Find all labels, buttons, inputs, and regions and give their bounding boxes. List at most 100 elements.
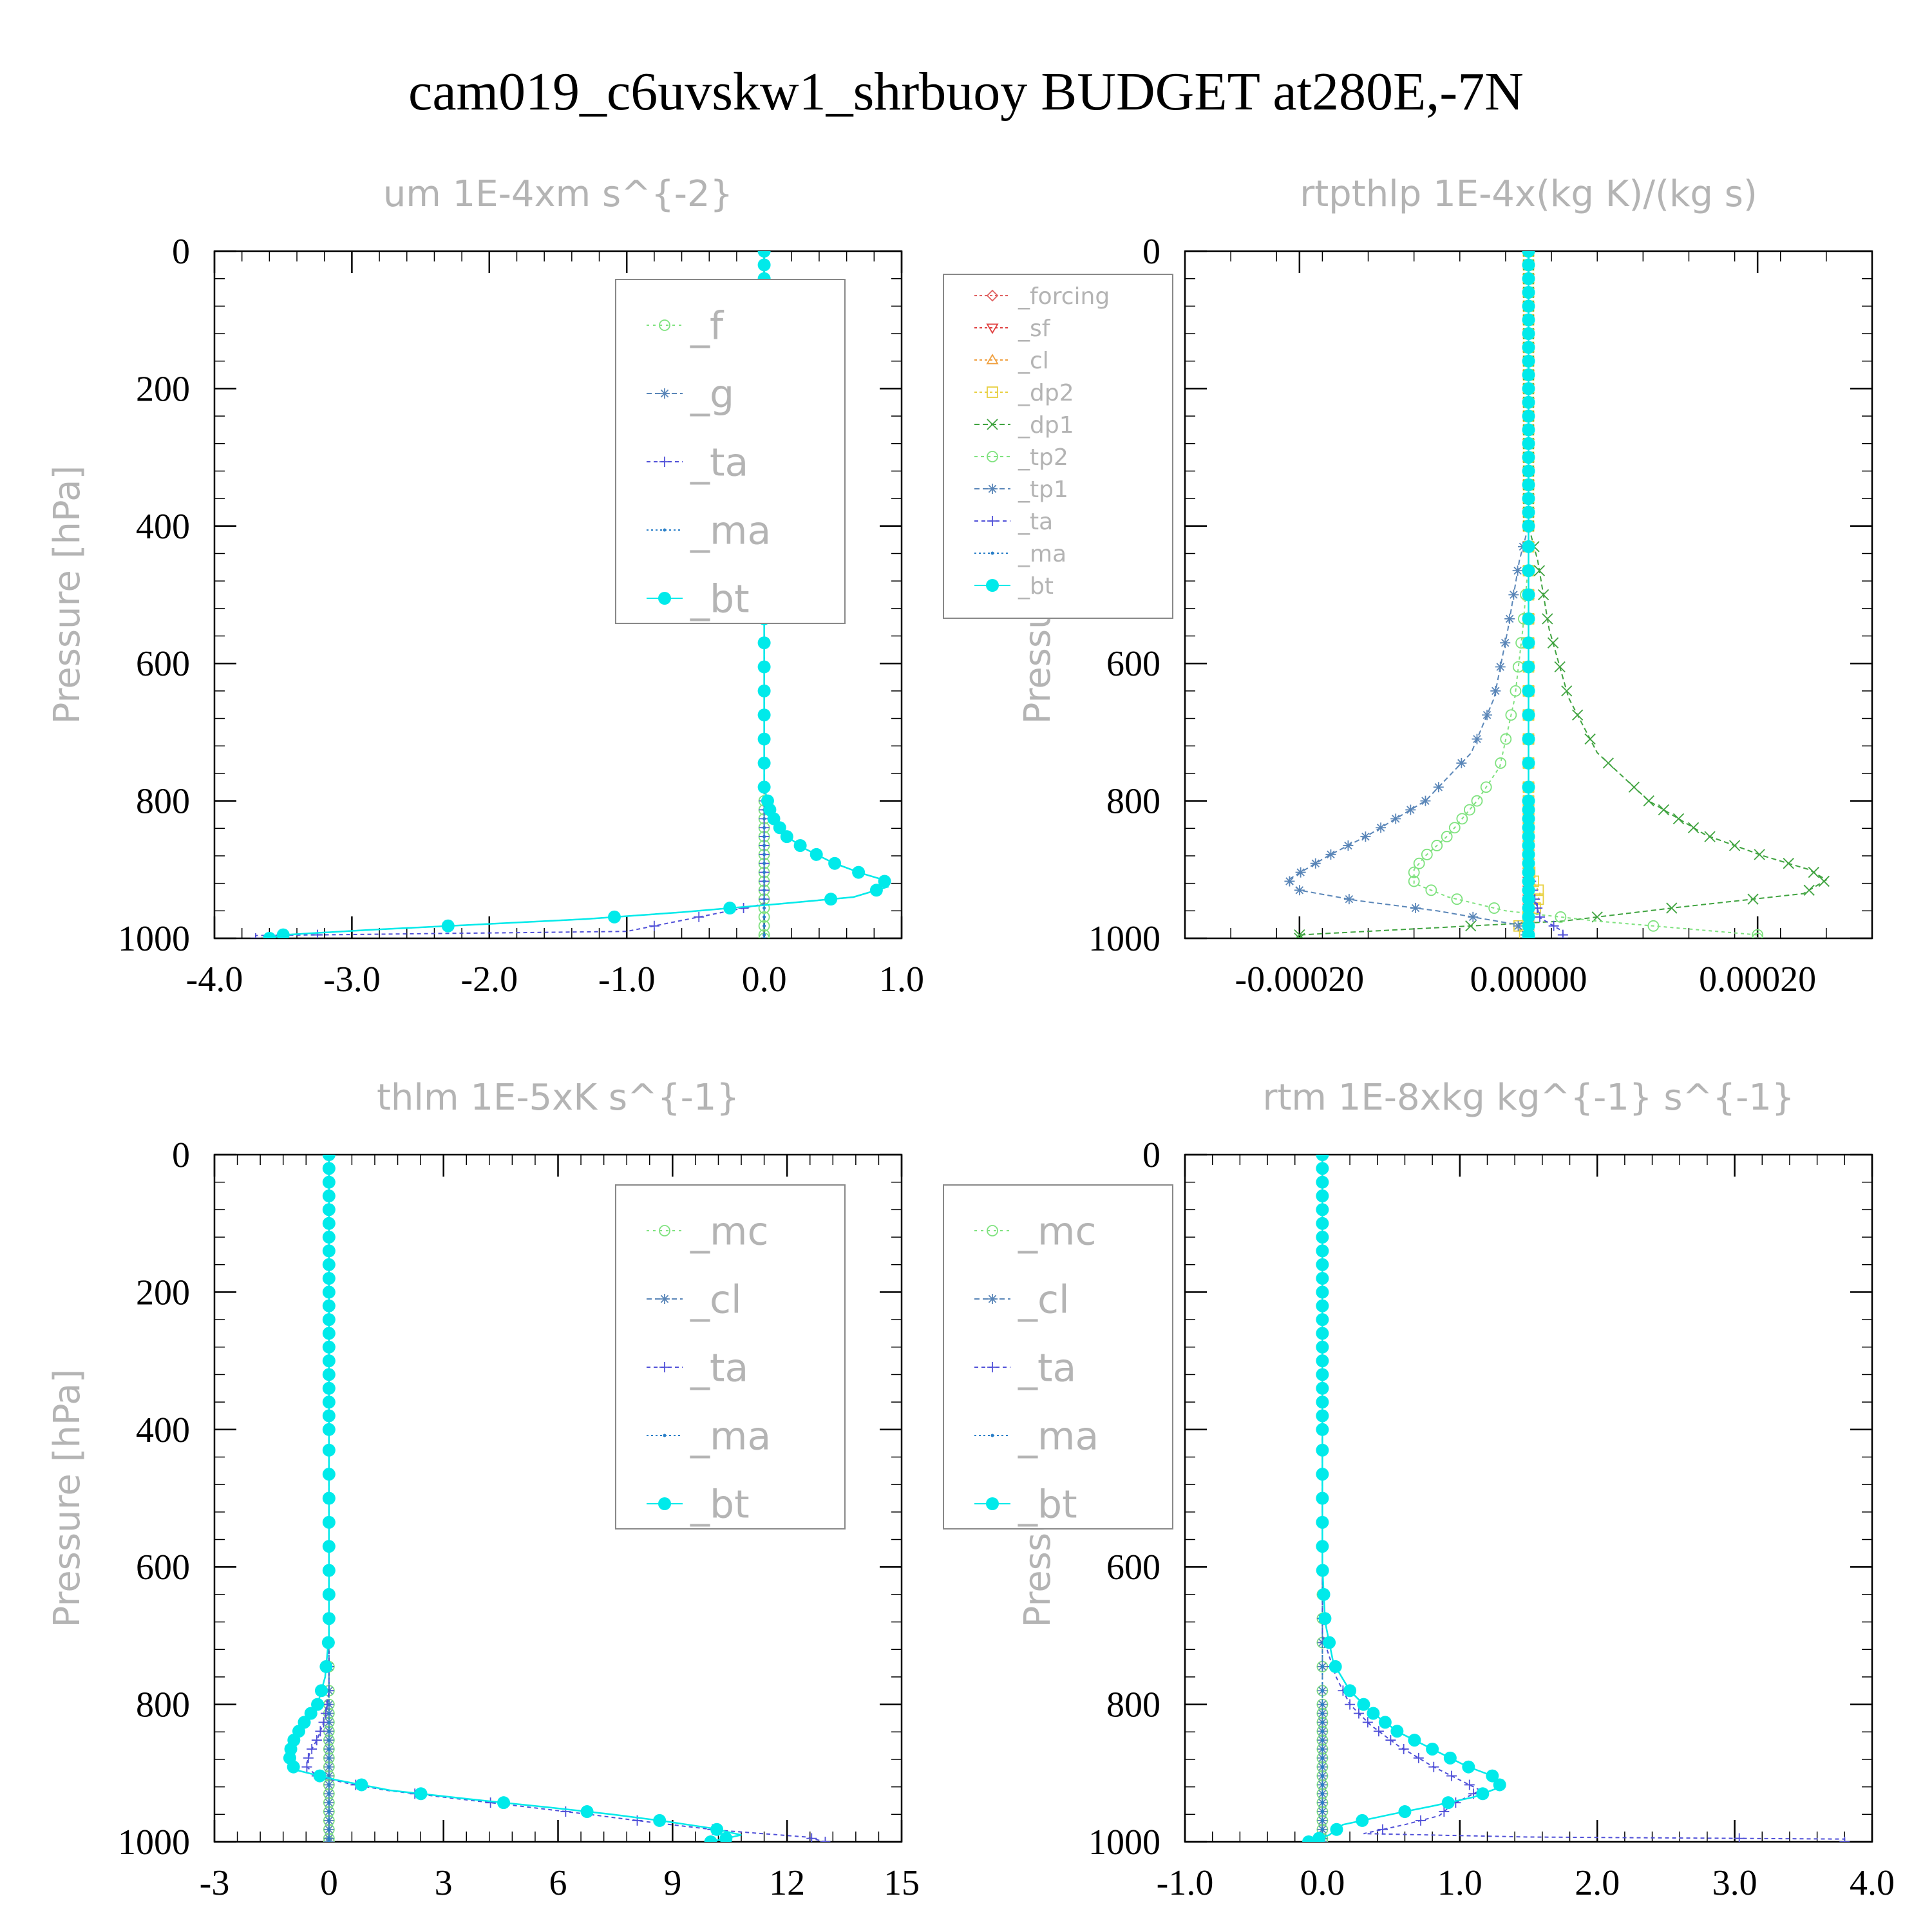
data-point	[1522, 684, 1535, 697]
data-point	[1500, 733, 1512, 745]
data-point	[311, 1698, 325, 1711]
data-point	[762, 897, 766, 901]
data-point	[276, 928, 290, 938]
data-point	[852, 866, 866, 879]
data-point	[1320, 1810, 1324, 1814]
data-point	[263, 932, 276, 938]
x-tick-label: 9	[663, 1863, 681, 1903]
data-point	[1533, 565, 1546, 576]
data-point	[757, 258, 771, 272]
data-point	[322, 1162, 336, 1175]
legend-entry: _cl	[690, 1278, 742, 1323]
data-point	[327, 1840, 331, 1842]
data-point	[762, 906, 766, 910]
data-point	[322, 1396, 336, 1409]
data-point	[1330, 1823, 1343, 1836]
data-point	[1522, 464, 1535, 478]
data-point	[327, 1783, 331, 1786]
legend-marker	[987, 484, 998, 494]
x-tick-label: 0.0	[1300, 1863, 1345, 1903]
data-point	[327, 1837, 331, 1841]
data-point	[1747, 893, 1759, 905]
data-point	[327, 1801, 331, 1804]
data-point	[1408, 875, 1420, 887]
data-point	[1522, 660, 1535, 674]
data-point	[1320, 1665, 1324, 1669]
x-tick-label: 1.0	[1437, 1863, 1482, 1903]
x-tick-label: 6	[549, 1863, 567, 1903]
data-point	[322, 1299, 336, 1312]
data-point	[322, 1313, 336, 1327]
data-point	[1734, 1833, 1745, 1842]
data-point	[303, 1752, 314, 1763]
legend: _mc _cl _ta _ma _bt	[615, 1184, 846, 1530]
data-point	[322, 1231, 336, 1244]
x-tick-label: -1.0	[1157, 1863, 1214, 1903]
data-point	[1754, 849, 1765, 860]
data-point	[327, 1703, 331, 1707]
data-point	[1522, 395, 1535, 409]
data-point	[1490, 685, 1501, 696]
data-point	[1522, 492, 1535, 506]
data-point	[762, 933, 766, 937]
data-point	[1320, 1765, 1324, 1769]
data-point	[1320, 1801, 1324, 1804]
data-point	[1542, 613, 1553, 625]
x-axis: -0.00020 0.00000 0.00020	[1184, 251, 1873, 999]
data-point	[653, 1814, 667, 1827]
data-point	[1522, 251, 1535, 258]
data-point	[1555, 911, 1567, 923]
data-point	[1522, 368, 1535, 382]
legend-entry: _cl	[1018, 1278, 1070, 1323]
y-tick-label: 600	[136, 644, 190, 684]
data-point	[1522, 857, 1535, 870]
data-point	[773, 821, 786, 835]
legend-entry: _ma	[1018, 1414, 1099, 1459]
x-tick-label: 2.0	[1575, 1863, 1620, 1903]
data-point	[1294, 885, 1305, 896]
data-point	[1320, 1703, 1324, 1707]
series-area	[1302, 1155, 1850, 1842]
legend-entry: _bt	[690, 1482, 750, 1528]
legend-marker	[987, 516, 998, 526]
x-tick-label: 15	[884, 1863, 920, 1903]
data-point	[1522, 354, 1535, 368]
data-point	[1522, 410, 1535, 423]
data-point	[1522, 382, 1535, 395]
legend-entry: _dp2	[1018, 380, 1074, 406]
y-axis: 0 200 400 600 800 1000	[118, 1135, 902, 1862]
data-point	[322, 1515, 336, 1529]
data-point	[1687, 822, 1700, 833]
data-point	[1420, 795, 1431, 806]
data-point	[1320, 1792, 1324, 1795]
legend-frame	[615, 279, 846, 624]
data-point	[322, 1492, 336, 1505]
legend-marker	[987, 1225, 998, 1236]
data-point	[1488, 902, 1501, 914]
data-point	[314, 1684, 328, 1698]
data-point	[757, 251, 771, 258]
data-point	[1428, 1761, 1439, 1772]
legend-entry: _f	[690, 304, 724, 349]
data-point	[1522, 884, 1535, 897]
data-point	[1451, 893, 1463, 905]
legend-entry: _dp1	[1018, 412, 1074, 439]
data-point	[1522, 830, 1535, 844]
y-tick-label: 1000	[1088, 1823, 1160, 1862]
plot-frame	[1184, 1153, 1873, 1843]
y-tick-label: 1000	[118, 919, 190, 959]
data-point	[1433, 782, 1444, 793]
data-point	[580, 1805, 594, 1819]
x-tick-label: -3.0	[323, 960, 381, 999]
data-point	[1378, 1716, 1392, 1729]
data-point	[1284, 876, 1295, 887]
panel-1: -4.0 -3.0 -2.0 -1.0 0.0 1.0 0 200 400 600 800 1000 P…	[46, 173, 924, 999]
data-point	[1316, 1162, 1329, 1175]
data-point	[1522, 423, 1535, 437]
data-point	[322, 1189, 336, 1203]
data-point	[301, 1761, 312, 1772]
x-tick-label: -3	[200, 1863, 230, 1903]
data-point	[1441, 831, 1453, 842]
data-point	[757, 781, 771, 794]
data-point	[1522, 902, 1535, 915]
